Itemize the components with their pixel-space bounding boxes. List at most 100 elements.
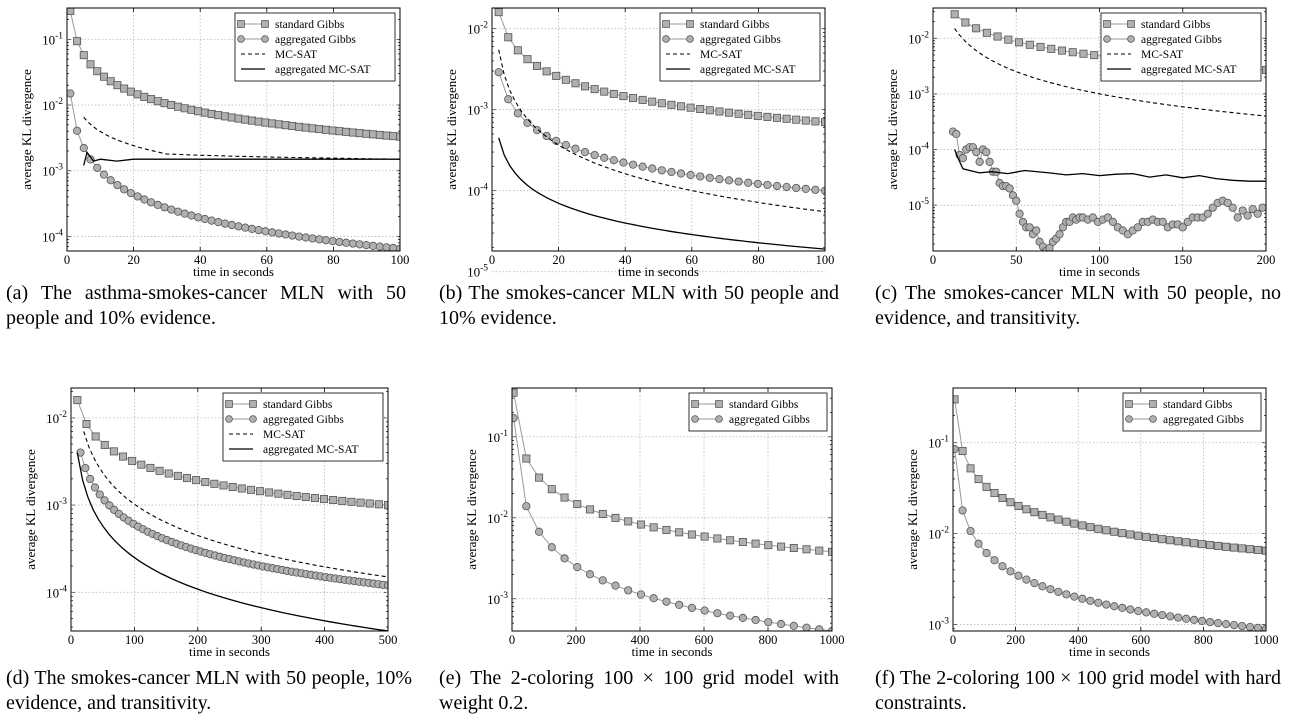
series-line-mc-sat <box>954 28 1266 117</box>
data-point-circle <box>590 150 599 160</box>
data-point-square <box>120 84 129 93</box>
x-tick-label: 150 <box>1173 253 1192 267</box>
data-point-square <box>113 81 122 90</box>
data-point-circle <box>294 232 304 241</box>
data-point-square <box>649 523 658 532</box>
data-point-circle <box>247 224 257 233</box>
x-tick-label: 60 <box>261 253 274 267</box>
x-tick-label: 100 <box>391 253 410 267</box>
data-point-circle <box>1258 203 1266 212</box>
data-point-circle <box>494 68 503 77</box>
data-point-circle <box>173 207 183 216</box>
data-point-square <box>182 474 191 483</box>
x-axis-label: time in seconds <box>1059 264 1140 279</box>
data-point-square <box>1086 523 1095 532</box>
y-tick-label: 10-3 <box>467 102 488 118</box>
data-point-square <box>1054 515 1063 524</box>
data-point-square <box>811 117 820 126</box>
data-point-square <box>1246 545 1255 554</box>
data-point-circle <box>985 157 994 166</box>
data-point-square <box>993 32 1002 41</box>
data-point-circle <box>194 213 203 222</box>
data-point-square <box>1206 541 1215 550</box>
data-point-circle <box>724 176 734 185</box>
data-point-circle <box>126 188 135 198</box>
legend-entry-label: aggregated Gibbs <box>275 34 356 46</box>
data-point-square <box>91 432 100 441</box>
data-point-square <box>1070 519 1079 528</box>
data-point-square <box>586 505 595 514</box>
data-point-circle <box>1245 622 1255 631</box>
data-point-square <box>667 100 676 109</box>
data-point-square <box>1015 38 1024 47</box>
data-point-circle <box>321 236 331 245</box>
data-point-circle <box>1229 620 1239 630</box>
x-tick-label: 600 <box>695 633 714 647</box>
data-point-circle <box>1038 582 1047 591</box>
data-point-square <box>1230 543 1239 552</box>
data-point-circle <box>1062 590 1071 599</box>
data-point-square <box>821 118 825 127</box>
data-point-circle <box>1237 621 1247 631</box>
data-point-circle <box>811 185 820 194</box>
data-point-square <box>234 114 243 123</box>
data-point-square <box>763 112 772 121</box>
data-point-circle <box>1178 223 1187 232</box>
data-point-square <box>301 123 310 132</box>
data-point-circle <box>676 169 686 178</box>
data-point-square <box>636 520 645 529</box>
data-point-square <box>137 460 146 469</box>
plot-frame <box>66 7 401 252</box>
legend-entry-label: aggregated MC-SAT <box>263 444 359 456</box>
x-axis-label: time in seconds <box>189 644 270 659</box>
x-axis-label: time in seconds <box>632 644 713 659</box>
data-point-circle <box>705 173 714 182</box>
data-point-square <box>1198 540 1207 549</box>
legend: standard Gibbs aggregated Gibbs MC-SAT aggr… <box>234 12 396 82</box>
data-point-square <box>1262 65 1266 74</box>
data-point-square <box>164 469 173 478</box>
data-point-circle <box>1012 196 1021 205</box>
legend-entry-label: aggregated Gibbs <box>263 414 344 426</box>
data-point-circle <box>966 526 975 536</box>
data-point-square <box>1102 526 1111 535</box>
data-point-circle <box>649 594 658 603</box>
data-point-square <box>219 481 228 490</box>
data-point-circle <box>227 220 236 230</box>
plot-frame <box>70 387 389 632</box>
data-point-circle <box>146 198 156 207</box>
series-group <box>953 395 1266 631</box>
data-point-square <box>283 490 292 499</box>
series-group <box>73 396 388 631</box>
data-point-circle <box>1030 579 1039 588</box>
data-point-circle <box>274 229 283 238</box>
data-point-circle <box>1054 587 1063 596</box>
data-point-square <box>753 111 762 120</box>
data-point-circle <box>611 581 620 590</box>
data-point-circle <box>802 623 811 631</box>
chart-panel-f: 0 200 400 600 800 1000 10-1 10-2 10-3 time in sec… <box>905 387 1279 659</box>
data-point-square <box>237 484 246 493</box>
data-point-circle <box>106 176 115 185</box>
data-point-square <box>292 491 301 500</box>
data-point-circle <box>113 180 122 190</box>
x-axis-label: time in seconds <box>618 264 699 279</box>
data-point-square <box>308 124 317 133</box>
x-tick-label: 800 <box>759 633 778 647</box>
data-point-square <box>677 102 686 111</box>
data-point-circle <box>382 243 391 251</box>
data-point-square <box>1014 501 1023 510</box>
data-point-square <box>982 482 991 491</box>
data-point-square <box>581 82 590 91</box>
data-point-circle <box>1094 598 1103 607</box>
data-point-circle <box>513 109 522 118</box>
data-point-square <box>966 464 975 473</box>
chart-panel-c: 0 50 100 150 200 10-2 10-3 10-4 10-5 time in seco… <box>885 7 1275 279</box>
data-point-square <box>1022 505 1031 514</box>
series-group <box>67 8 400 251</box>
data-point-circle <box>1198 616 1207 626</box>
data-point-square <box>153 97 162 106</box>
data-point-square <box>221 112 230 121</box>
data-point-square <box>1142 532 1151 541</box>
y-axis-label: average KL divergence <box>444 69 459 190</box>
